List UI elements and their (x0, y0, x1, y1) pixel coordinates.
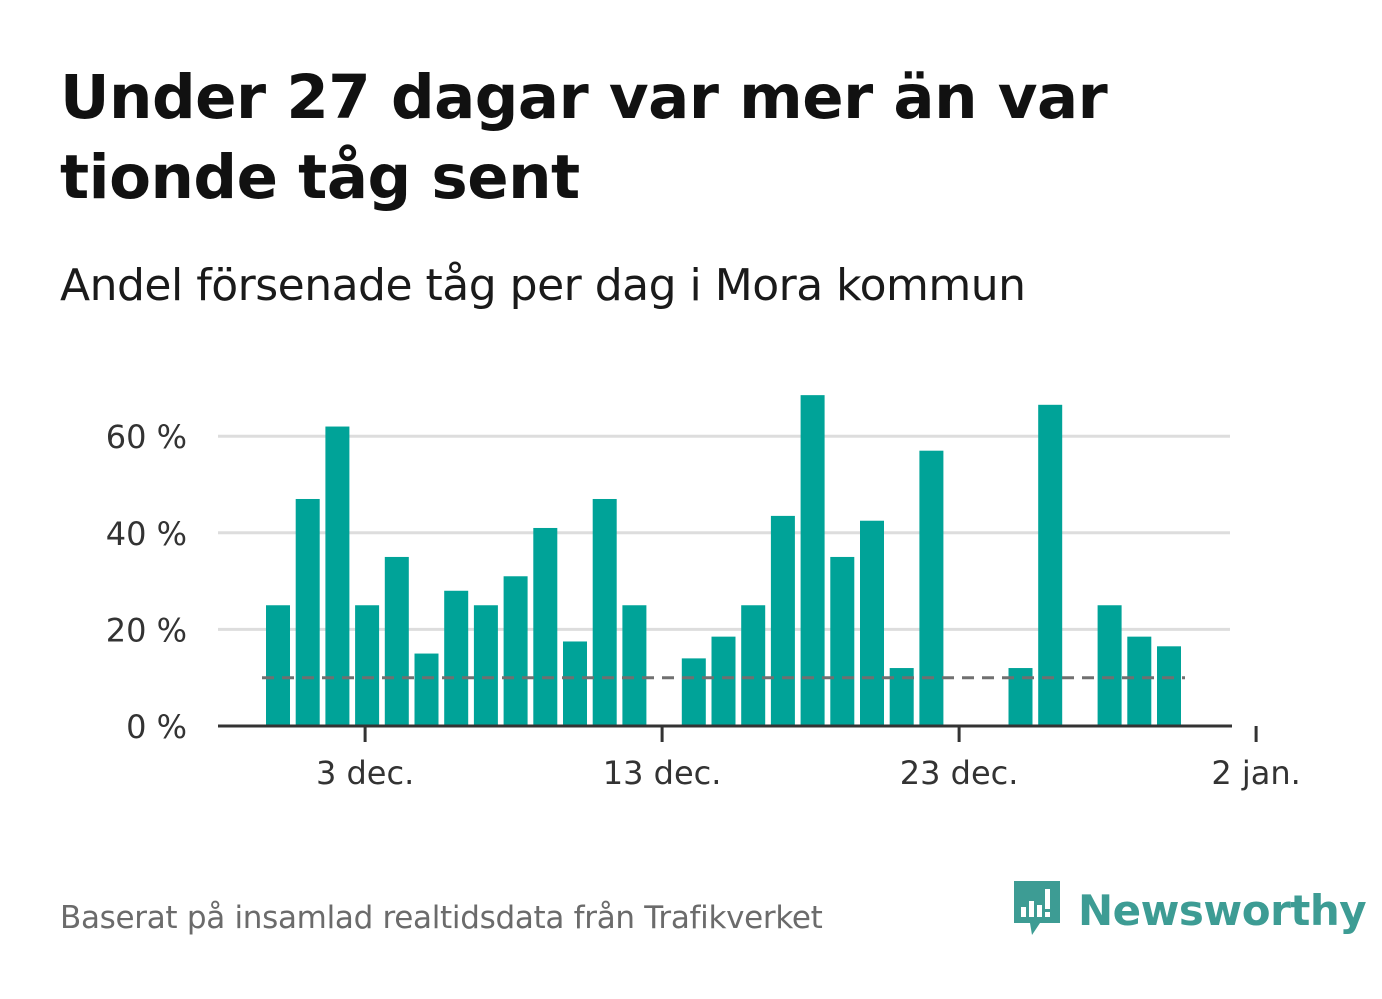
bar-chart: 0 % 20 % 40 % 60 % 3 dec. 13 dec. 23 dec. 2 jan… (106, 395, 1301, 792)
bar (860, 520, 884, 726)
newsworthy-logo[interactable]: Newsworthy (1010, 877, 1367, 943)
y-tick-label: 40 % (106, 515, 187, 553)
bar (266, 605, 290, 726)
x-tick-label: 3 dec. (316, 754, 414, 792)
bar (533, 527, 558, 726)
gridlines (218, 434, 1230, 631)
newsworthy-logo-icon (1010, 877, 1064, 943)
bar (800, 395, 825, 726)
bar (355, 605, 380, 726)
bar (770, 515, 795, 726)
y-tick-label: 60 % (106, 418, 187, 456)
source-note: Baserat på insamlad realtidsdata från Tr… (60, 900, 823, 936)
bar (325, 426, 350, 726)
y-tick-label: 0 % (126, 708, 187, 746)
bar (741, 605, 766, 726)
x-tick-label: 13 dec. (603, 754, 722, 792)
axes: 0 % 20 % 40 % 60 % 3 dec. 13 dec. 23 dec. 2 jan… (106, 418, 1301, 792)
bar (1097, 605, 1122, 726)
bar (444, 590, 469, 726)
chart-subtitle: Andel försenade tåg per dag i Mora kommu… (60, 260, 1026, 311)
bar (711, 636, 736, 726)
bar (384, 556, 409, 726)
bar (919, 450, 944, 726)
bar (830, 556, 855, 726)
bar (414, 653, 439, 726)
y-tick-label: 20 % (106, 611, 187, 649)
bar (295, 498, 320, 726)
bar (592, 498, 617, 726)
bar (473, 605, 498, 726)
bar (1157, 646, 1181, 726)
newsworthy-logo-text: Newsworthy (1078, 885, 1367, 935)
bar (503, 576, 528, 726)
bar (563, 641, 587, 726)
x-tick-label: 23 dec. (900, 754, 1019, 792)
bar (622, 605, 647, 726)
chart-title: Under 27 dagar var mer än var tionde tåg… (60, 62, 1108, 213)
x-tick-label: 2 jan. (1211, 754, 1300, 792)
bars (266, 395, 1181, 726)
bar (1127, 636, 1152, 726)
bar (1038, 404, 1063, 726)
bar (681, 658, 706, 726)
